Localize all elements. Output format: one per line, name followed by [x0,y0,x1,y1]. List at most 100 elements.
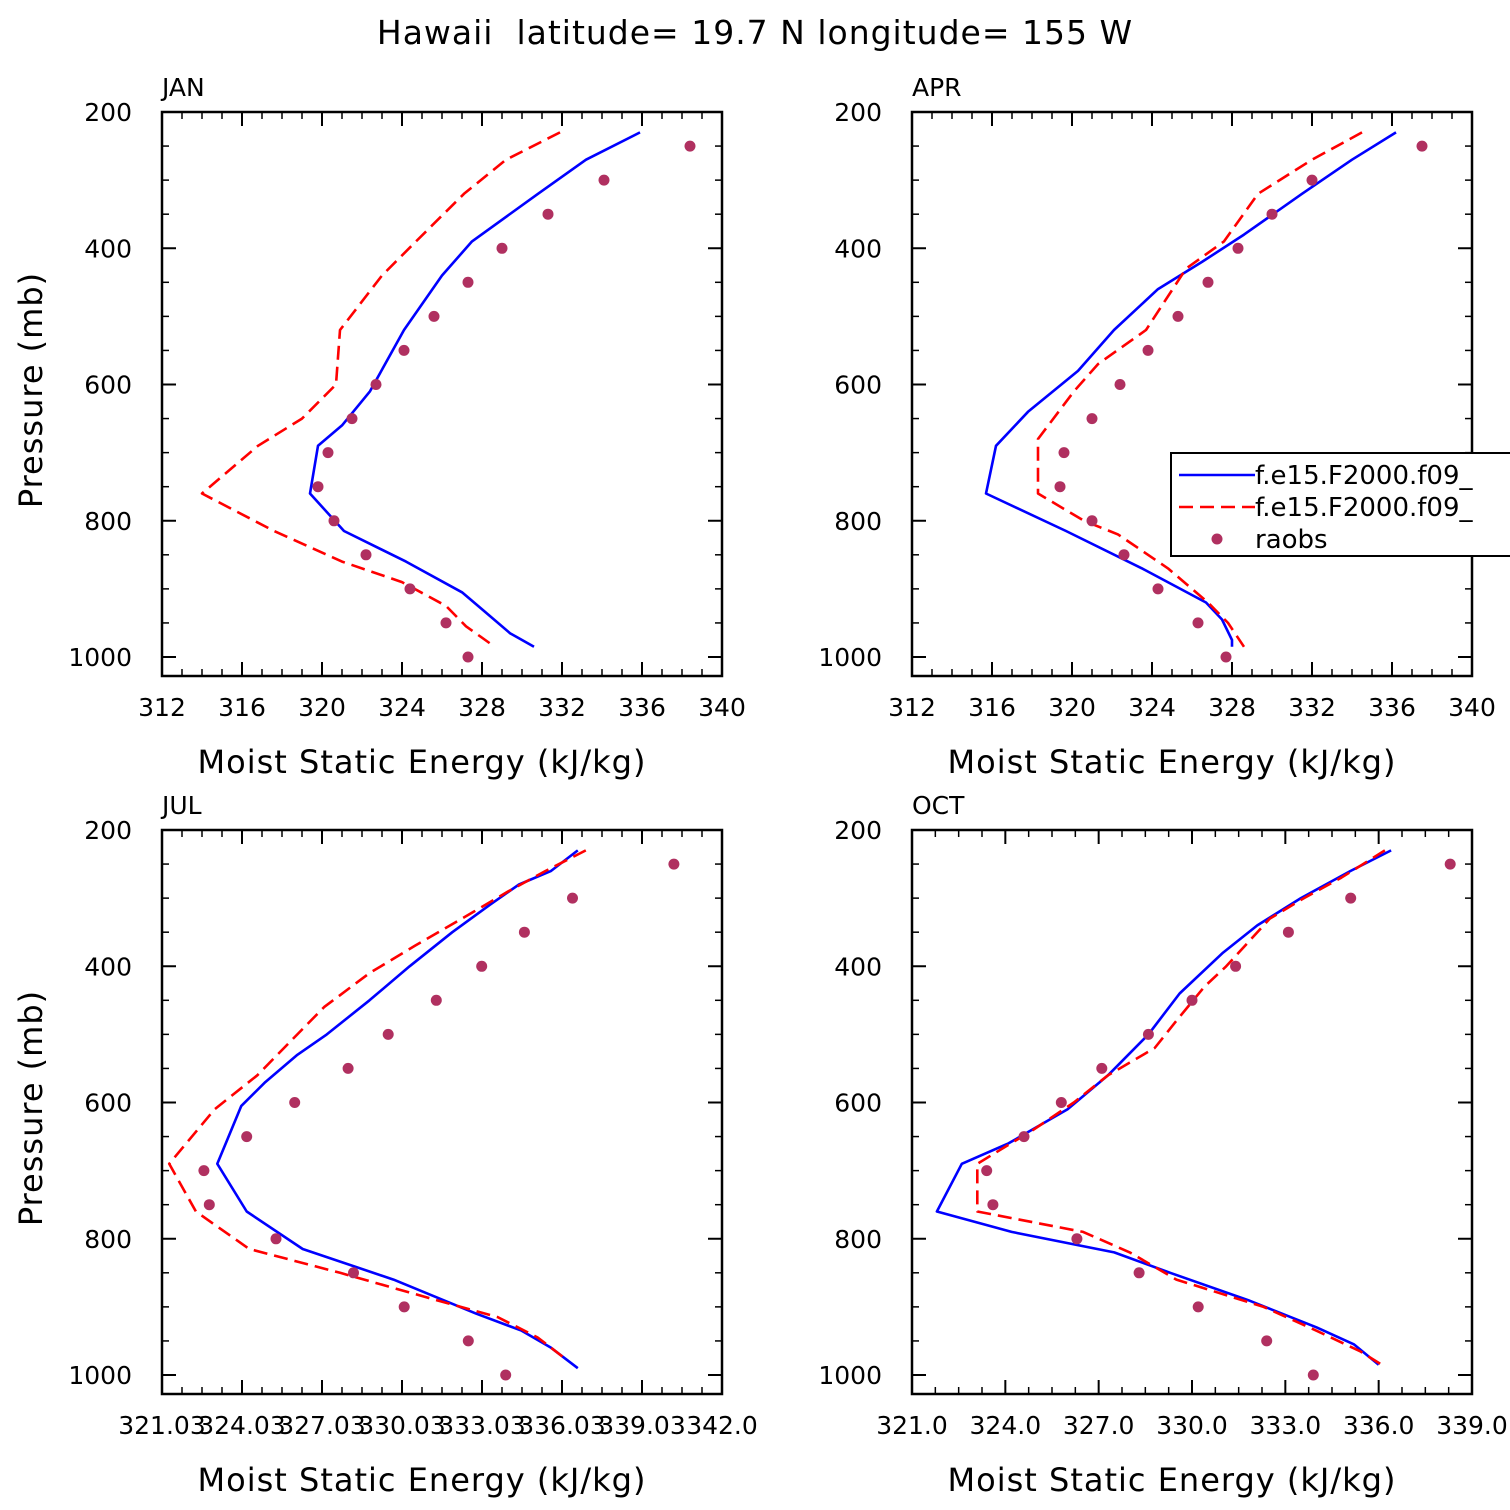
legend-label: f.e15.F2000.f09_ [1255,493,1473,523]
raobs-point [462,1335,474,1347]
y-tick-label: 1000 [818,1361,882,1390]
y-tick-label: 600 [84,1089,132,1118]
raobs-point [542,208,554,220]
raobs-point [198,1165,210,1177]
raobs-point [1096,1062,1108,1074]
x-tick-label: 316 [968,693,1016,722]
raobs-point [322,447,334,459]
x-tick-label: 336 [1368,693,1416,722]
x-tick-label: 321.0 [876,1411,948,1440]
x-tick-label: 336.03 [518,1411,605,1440]
raobs-point [462,651,474,663]
raobs-point [1058,447,1070,459]
raobs-point [1444,858,1456,870]
legend-marker-raobs [1211,533,1223,545]
panel-jan: JAN 312 316 320 324 328 332 336 340 200 400 600 800 1… [12,73,746,781]
raobs-point [1230,960,1242,972]
raobs-point [1416,140,1428,152]
raobs-point [1282,926,1294,938]
raobs-point [1114,379,1126,390]
y-axis-label: Pressure (mb) [12,990,50,1226]
raobs-point [382,1028,394,1040]
figure-title: Hawaii latitude= 19.7 N longitude= 155 W [377,13,1133,52]
x-tick-label: 324.0 [970,1411,1042,1440]
x-axis-label: Moist Static Energy (kJ/kg) [948,1461,1397,1499]
raobs-point [1142,1028,1154,1040]
x-axis-label: Moist Static Energy (kJ/kg) [198,743,647,781]
panel-title: JUL [160,791,202,820]
y-tick-label: 800 [84,1225,132,1254]
raobs-point [1133,1267,1145,1279]
model-line-solid [308,131,641,648]
raobs-point [348,1267,359,1279]
raobs-point [1018,1131,1030,1143]
x-tick-label: 327.0 [1063,1411,1135,1440]
raobs-point [1086,515,1098,527]
raobs-point [289,1097,301,1108]
raobs-point [312,481,324,493]
raobs-point [668,858,680,870]
model-line-solid [984,131,1397,647]
raobs-point [1071,1233,1083,1245]
legend-label: f.e15.F2000.f09_ [1255,461,1473,491]
x-tick-label: 328 [458,693,506,722]
raobs-point [462,276,474,288]
panel-jul: JUL321.03324.03327.03330.03333.03336.033… [12,791,758,1499]
raobs-point [500,1369,512,1381]
raobs-point [476,960,488,972]
panels-group: JAN 312 316 320 324 328 332 336 340 200 400 600 800 1… [12,73,1510,1499]
x-tick-label: 330.03 [358,1411,445,1440]
raobs-point [1172,310,1184,322]
y-tick-label: 600 [84,371,132,400]
raobs-point [370,379,382,390]
y-tick-label: 600 [834,371,882,400]
x-tick-label: 333.0 [1250,1411,1322,1440]
y-tick-label: 600 [834,1089,882,1118]
y-tick-label: 200 [834,816,882,845]
raobs-point [1054,481,1066,493]
raobs-point [404,583,416,595]
raobs-point [1152,583,1164,595]
model-line-dashed [167,849,587,1360]
model-line-dashed [976,849,1386,1366]
raobs-point [987,1199,999,1211]
raobs-point [328,515,340,527]
x-tick-label: 324.03 [198,1411,285,1440]
x-tick-label: 327.03 [278,1411,365,1440]
y-tick-label: 800 [84,507,132,536]
raobs-point [684,140,696,152]
raobs-point [1266,208,1278,220]
x-axis-label: Moist Static Energy (kJ/kg) [198,1461,647,1499]
raobs-point [398,344,410,356]
raobs-point [1118,549,1130,561]
y-tick-label: 800 [834,1225,882,1254]
raobs-point [1192,617,1204,629]
model-line-solid [935,849,1392,1366]
raobs-point [1306,174,1318,186]
x-tick-label: 332 [538,693,586,722]
y-tick-label: 400 [84,234,132,263]
raobs-point [270,1233,282,1245]
raobs-point [428,310,440,322]
y-axis-label: Pressure (mb) [12,272,50,508]
raobs-point [567,892,578,904]
raobs-point [1220,651,1232,663]
x-tick-label: 320 [298,693,346,722]
raobs-point [342,1062,354,1074]
y-tick-label: 400 [84,952,132,981]
panel-oct: OCT 321.0 324.0 327.0 330.0 333.0 336.0 339.0 20… [818,791,1507,1499]
x-axis-label: Moist Static Energy (kJ/kg) [948,743,1397,781]
y-tick-label: 400 [834,952,882,981]
y-tick-label: 800 [834,507,882,536]
panel-title: JAN [160,73,205,102]
x-tick-label: 312 [888,693,936,722]
y-tick-label: 200 [834,98,882,127]
y-tick-label: 200 [84,816,132,845]
raobs-point [440,617,452,629]
x-tick-label: 324 [1128,693,1176,722]
raobs-point [346,413,358,425]
x-tick-label: 332 [1288,693,1336,722]
raobs-point [981,1165,993,1177]
raobs-point [1055,1097,1067,1108]
